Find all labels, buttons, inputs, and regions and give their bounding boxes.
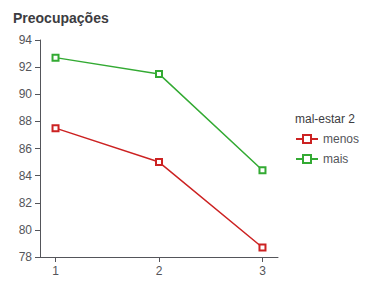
svg-text:90: 90: [19, 87, 33, 101]
svg-text:menos: menos: [323, 132, 359, 146]
svg-text:84: 84: [19, 169, 33, 183]
svg-text:82: 82: [19, 196, 33, 210]
svg-text:86: 86: [19, 142, 33, 156]
svg-text:2: 2: [156, 264, 163, 278]
svg-text:88: 88: [19, 114, 33, 128]
svg-text:80: 80: [19, 223, 33, 237]
svg-text:mais: mais: [323, 152, 348, 166]
svg-text:mal-estar 2: mal-estar 2: [295, 112, 355, 126]
svg-text:3: 3: [259, 264, 266, 278]
svg-text:1: 1: [52, 264, 59, 278]
svg-text:Preocupações: Preocupações: [13, 10, 109, 26]
svg-text:78: 78: [19, 250, 33, 264]
svg-text:94: 94: [19, 33, 33, 47]
svg-text:92: 92: [19, 60, 33, 74]
